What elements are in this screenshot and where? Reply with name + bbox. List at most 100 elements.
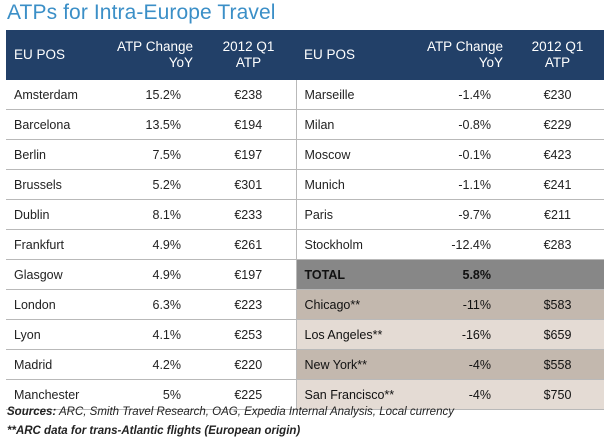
header-atp-change-right: ATP Change YoY [411, 30, 511, 80]
cell-atp: €261 [201, 229, 297, 260]
header-eu-pos-right: EU POS [296, 30, 411, 80]
total-change: 5.8% [411, 259, 511, 290]
cell-pos: Berlin [6, 139, 96, 170]
cell-atp [511, 259, 604, 290]
cell-atp: €253 [201, 319, 297, 350]
cell-change: -9.7% [411, 199, 511, 230]
cell-change: 8.1% [96, 199, 201, 230]
cell-pos: Amsterdam [6, 80, 96, 110]
header-atp-line1: 2012 Q1 [222, 39, 275, 54]
arc-note: **ARC data for trans-Atlantic flights (E… [7, 425, 301, 437]
cell-change: -0.1% [411, 139, 511, 170]
cell-pos: Frankfurt [6, 229, 96, 260]
cell-change: -16% [411, 319, 511, 350]
cell-change: 7.5% [96, 139, 201, 170]
cell-pos: San Francisco** [296, 379, 411, 410]
header-eu-pos-left: EU POS [6, 30, 96, 80]
cell-change: -4% [411, 379, 511, 410]
page-title: ATPs for Intra-Europe Travel [7, 1, 276, 24]
cell-pos: Milan [296, 109, 411, 140]
cell-pos: Moscow [296, 139, 411, 170]
cell-pos: TOTAL [296, 259, 411, 290]
table-row: Brussels 5.2% €301 Munich -1.1% €241 [6, 169, 604, 200]
cell-atp: €197 [201, 259, 297, 290]
header-atp-line2: ATP [235, 55, 262, 70]
cell-pos: New York** [296, 349, 411, 380]
cell-atp: €229 [511, 109, 604, 140]
table-row: Glasgow 4.9% €197 TOTAL 5.8% [6, 259, 604, 290]
sources-text: ARC, Smith Travel Research, OAG, Expedia… [56, 406, 454, 418]
cell-atp: €223 [201, 289, 297, 320]
sources-footnote: Sources: ARC, Smith Travel Research, OAG… [7, 406, 454, 418]
cell-atp: €301 [201, 169, 297, 200]
cell-atp: $583 [511, 289, 604, 320]
cell-change: 5% [96, 379, 201, 410]
cell-change: 4.2% [96, 349, 201, 380]
cell-pos: Brussels [6, 169, 96, 200]
cell-change: -11% [411, 289, 511, 320]
cell-pos: Madrid [6, 349, 96, 380]
table-row: Dublin 8.1% €233 Paris -9.7% €211 [6, 199, 604, 230]
cell-atp: €283 [511, 229, 604, 260]
cell-change: 4.9% [96, 229, 201, 260]
sources-label: Sources: [7, 406, 57, 418]
cell-pos: Stockholm [296, 229, 411, 260]
table-header: EU POS ATP Change YoY 2012 Q1 ATP EU POS… [6, 30, 604, 80]
cell-atp: €211 [511, 199, 604, 230]
cell-change: -4% [411, 349, 511, 380]
cell-atp: €423 [511, 139, 604, 170]
cell-atp: €230 [511, 80, 604, 110]
cell-atp: €194 [201, 109, 297, 140]
header-change-line1: ATP Change [116, 39, 193, 54]
table-row: Frankfurt 4.9% €261 Stockholm -12.4% €283 [6, 229, 604, 260]
cell-pos: Los Angeles** [296, 319, 411, 350]
header-atp-line2: ATP [544, 55, 571, 70]
cell-change: -1.1% [411, 169, 511, 200]
table-row: Madrid 4.2% €220 New York** -4% $558 [6, 349, 604, 380]
header-atp-left: 2012 Q1 ATP [201, 30, 296, 80]
table-row: Amsterdam 15.2% €238 Marseille -1.4% €230 [6, 80, 604, 110]
cell-pos: London [6, 289, 96, 320]
cell-pos: Glasgow [6, 259, 96, 290]
cell-change: -0.8% [411, 109, 511, 140]
cell-atp: $659 [511, 319, 604, 350]
table-row: Berlin 7.5% €197 Moscow -0.1% €423 [6, 139, 604, 170]
cell-pos: Dublin [6, 199, 96, 230]
header-change-line1: ATP Change [426, 39, 503, 54]
table-body: Amsterdam 15.2% €238 Marseille -1.4% €230 Barc… [6, 80, 604, 410]
table-row: Barcelona 13.5% €194 Milan -0.8% €229 [6, 109, 604, 140]
cell-change: 13.5% [96, 109, 201, 140]
cell-change: 4.1% [96, 319, 201, 350]
cell-pos: Barcelona [6, 109, 96, 140]
cell-atp: €233 [201, 199, 297, 230]
cell-atp: €225 [201, 379, 297, 410]
cell-atp: $750 [511, 379, 604, 410]
cell-change: -1.4% [411, 80, 511, 110]
cell-atp: $558 [511, 349, 604, 380]
arc-footnote: **ARC data for trans-Atlantic flights (E… [7, 425, 300, 437]
cell-pos: Lyon [6, 319, 96, 350]
cell-pos: Munich [296, 169, 411, 200]
table-row: London 6.3% €223 Chicago** -11% $583 [6, 289, 604, 320]
atp-table: EU POS ATP Change YoY 2012 Q1 ATP EU POS… [6, 30, 604, 410]
cell-pos: Paris [296, 199, 411, 230]
table-row: Lyon 4.1% €253 Los Angeles** -16% $659 [6, 319, 604, 350]
cell-atp: €220 [201, 349, 297, 380]
header-change-line2: YoY [168, 55, 193, 70]
cell-change: -12.4% [411, 229, 511, 260]
header-atp-line1: 2012 Q1 [531, 39, 584, 54]
cell-change: 5.2% [96, 169, 201, 200]
cell-change: 6.3% [96, 289, 201, 320]
cell-atp: €241 [511, 169, 604, 200]
cell-atp: €238 [201, 80, 297, 110]
cell-pos: Marseille [296, 80, 411, 110]
cell-change: 15.2% [96, 80, 201, 110]
header-change-line2: YoY [478, 55, 503, 70]
header-atp-right: 2012 Q1 ATP [511, 30, 604, 80]
cell-change: 4.9% [96, 259, 201, 290]
cell-atp: €197 [201, 139, 297, 170]
table-row: Manchester 5% €225 San Francisco** -4% $750 [6, 379, 604, 410]
cell-pos: Manchester [6, 379, 96, 410]
cell-pos: Chicago** [296, 289, 411, 320]
header-atp-change-left: ATP Change YoY [96, 30, 201, 80]
